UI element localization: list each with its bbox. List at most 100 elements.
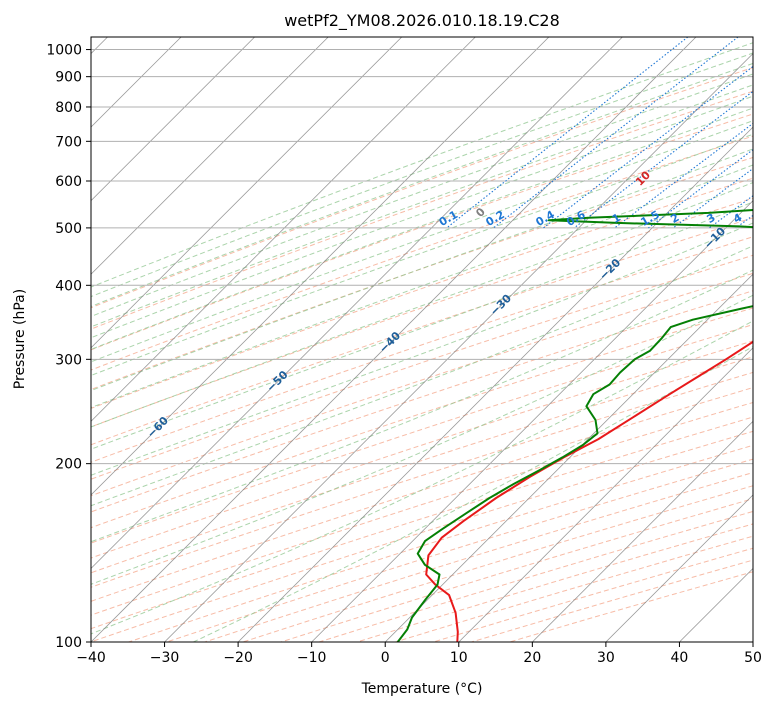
y-tick-label: 600: [55, 174, 82, 190]
dry-adiabat-line: [91, 324, 753, 544]
moist-adiabat-line: [91, 107, 753, 350]
isotherm-line: [91, 37, 476, 422]
mixing-ratio-line: [446, 37, 689, 229]
x-tick-label: −30: [150, 650, 180, 666]
dry-adiabat-line: [91, 67, 753, 309]
moist-adiabat-line: [91, 320, 753, 635]
profile-series: [396, 209, 753, 642]
mixing-ratio-label: 6: [770, 211, 775, 226]
y-tick-label: 900: [55, 70, 82, 86]
isotherm-line: [311, 200, 753, 642]
moist-adiabat-line: [91, 182, 753, 428]
plot-area: −100−90−80−70−60−50−40−30−20−100.10.20.4…: [22, 37, 775, 642]
dry-adiabat-line: [91, 217, 753, 446]
dry-adiabat-line: [91, 290, 753, 513]
x-tick-label: 10: [450, 650, 468, 666]
chart-title: wetPf2_YM08.2026.010.18.19.C28: [284, 11, 560, 31]
dry-adiabat-line: [166, 458, 753, 642]
moist-adiabat-line: [91, 133, 753, 377]
mixing-ratio-label: 1.5: [638, 208, 661, 229]
isotherm-label: −40: [377, 329, 404, 356]
moist-adiabat-line: [91, 201, 753, 450]
plot-frame: [90, 36, 754, 643]
moist-adiabat-line: [91, 222, 753, 476]
y-tick-label: 300: [55, 352, 82, 368]
isotherm-line: [458, 347, 753, 642]
dry-adiabat-line: [91, 340, 753, 559]
dry-adiabats: [91, 67, 753, 642]
moist-adiabat-line: [91, 294, 753, 585]
y-tick-label: 700: [55, 134, 82, 150]
x-tick-label: 30: [597, 650, 615, 666]
isotherm-label: −50: [264, 368, 291, 395]
x-tick-label: 20: [523, 650, 541, 666]
mixing-ratio-label: 0.6: [564, 208, 588, 229]
x-tick-label: 50: [744, 650, 762, 666]
isotherm-line: [91, 37, 255, 202]
isotherm-label: −60: [145, 414, 172, 441]
isotherm-line: [91, 37, 550, 496]
x-tick-label: −20: [223, 650, 253, 666]
x-axis-label: Temperature (°C): [361, 681, 483, 697]
x-tick-label: −10: [297, 650, 327, 666]
moist-adiabat-line: [91, 148, 753, 392]
mixing-ratio-line: [672, 167, 753, 229]
y-axis-label: Pressure (hPa): [12, 289, 28, 389]
dry-adiabat-line: [395, 535, 753, 642]
mixing-ratio-line: [493, 37, 739, 229]
isotherm-label: −70: [22, 463, 49, 490]
dewpoint-line: [396, 209, 753, 642]
y-tick-label: 200: [55, 457, 82, 473]
isopleth-labels: −100−90−80−70−60−50−40−30−20−100.10.20.4…: [22, 168, 775, 490]
mixing-ratio-line: [614, 122, 753, 229]
mixing-ratio-label: 4: [731, 211, 744, 226]
mixing-ratio-lines: [446, 37, 753, 229]
moist-adiabat-line: [91, 73, 753, 318]
y-tick-label: 400: [55, 278, 82, 294]
pressure-gridlines: [91, 49, 753, 642]
dry-adiabat-line: [242, 485, 753, 642]
dry-adiabat-line: [91, 113, 753, 351]
dry-adiabat-line: [91, 236, 753, 463]
moist-adiabat-line: [91, 164, 753, 409]
dry-adiabat-line: [91, 177, 753, 409]
isotherm-line: [91, 37, 403, 349]
y-tick-label: 800: [55, 100, 82, 116]
isotherm-line: [532, 420, 753, 642]
moist-adiabat-line: [91, 120, 753, 363]
dry-adiabat-line: [91, 307, 753, 529]
isotherm-label: −10: [702, 225, 729, 252]
isotherm-line: [91, 37, 623, 570]
x-tick-label: −40: [76, 650, 106, 666]
dry-adiabat-line: [91, 254, 753, 480]
moist-adiabat-line: [91, 42, 753, 288]
mixing-ratio-label: 0.4: [533, 208, 557, 229]
temperature-line: [425, 340, 753, 642]
isotherm-line: [605, 494, 753, 642]
dry-adiabat-line: [91, 387, 753, 602]
isotherm-line: [752, 641, 753, 642]
isotherm-line: [91, 37, 697, 642]
isotherm-line: [164, 52, 753, 642]
x-tick-label: 40: [671, 650, 689, 666]
dry-adiabat-line: [128, 444, 753, 642]
dry-adiabat-line: [91, 416, 753, 630]
y-tick-label: 1000: [46, 43, 82, 59]
isotherms: [91, 37, 753, 642]
isotherm-line: [679, 567, 753, 642]
dry-adiabat-line: [433, 547, 753, 642]
dry-adiabat-line: [91, 156, 753, 391]
isotherm-line: [237, 126, 753, 642]
x-tick-label: 0: [381, 650, 390, 666]
dry-adiabat-line: [204, 472, 753, 642]
moist-adiabats: [91, 42, 753, 642]
x-axis-ticks: −40 −30 −20 −10 0 10 20 30 40 50: [76, 642, 762, 666]
y-tick-label: 100: [55, 635, 82, 651]
moist-adiabat-line: [91, 269, 753, 543]
y-axis-ticks: 100 200 300 400 500 600 700 800 900 1000: [46, 43, 91, 651]
y-tick-label: 500: [55, 221, 82, 237]
isotherm-line: [91, 37, 329, 275]
dry-adiabat-line: [91, 356, 753, 574]
mixing-ratio-line: [543, 65, 753, 229]
